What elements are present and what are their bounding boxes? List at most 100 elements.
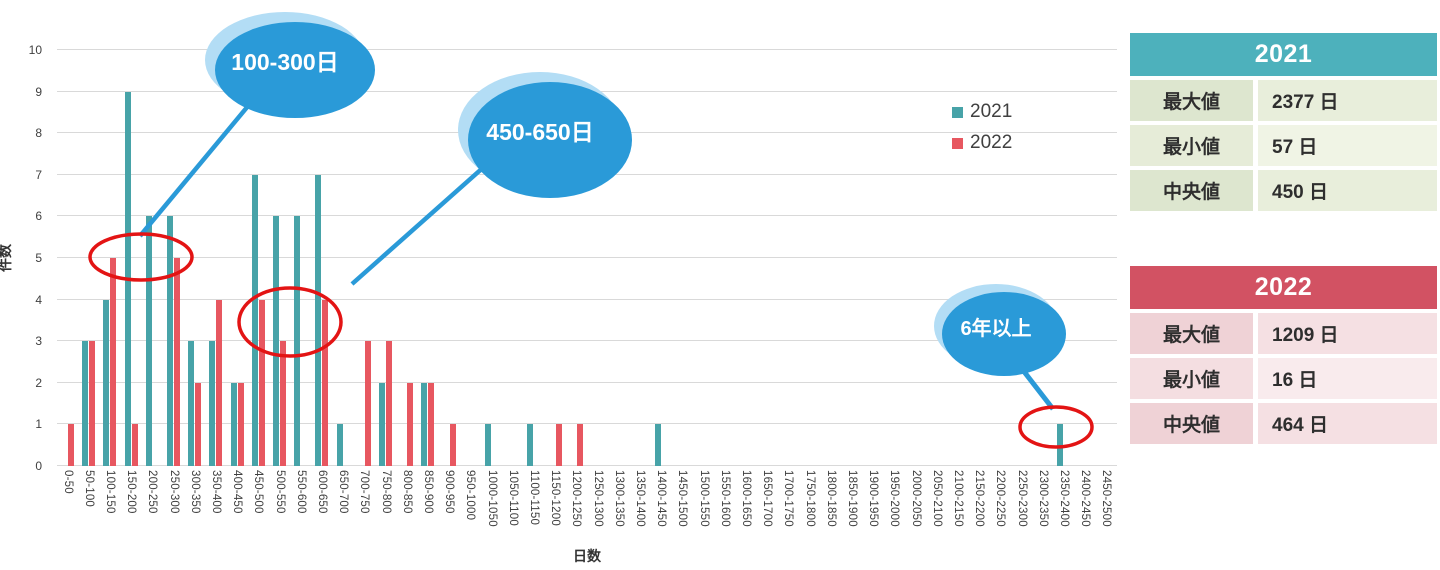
gridline-0	[57, 465, 1117, 466]
bar-2021-400-450	[230, 382, 237, 466]
bar-2021-2350-2400	[1057, 424, 1064, 466]
bar-group-1750-1800	[799, 50, 820, 466]
x-tick-label-2150-2200: 2150-2200	[973, 470, 986, 527]
x-tick-label-50-100: 50-100	[82, 470, 95, 508]
callout-bubble-6years: 6年以上	[934, 284, 1066, 376]
bar-group-50-100	[78, 50, 99, 466]
bar-2022-850-900	[428, 382, 435, 466]
bar-group-2350-2400	[1053, 50, 1074, 466]
x-tick-label-150-200: 150-200	[125, 470, 138, 514]
stat-value-min: 57 日	[1258, 125, 1437, 166]
x-tick-label-1350-1400: 1350-1400	[634, 470, 646, 527]
x-tick-label-550-600: 550-600	[294, 470, 307, 514]
x-tick-label-1300-1350: 1300-1350	[612, 470, 625, 527]
bar-2021-450-500	[251, 174, 258, 466]
table-row: 中央値 464 日	[1130, 403, 1437, 444]
bar-2022-0-50	[68, 424, 75, 466]
y-tick-label-8: 8	[35, 126, 42, 141]
stat-label-max: 最大値	[1130, 80, 1253, 121]
x-tick-label-2400-2450: 2400-2450	[1079, 470, 1092, 527]
bar-group-250-300	[163, 50, 184, 466]
table-row: 最小値 16 日	[1130, 358, 1437, 399]
legend-label-2021: 2021	[970, 101, 1013, 122]
x-tick-label-1650-1700: 1650-1700	[761, 470, 774, 527]
bar-2022-300-350	[195, 382, 202, 466]
callout-text-6years: 6年以上	[960, 317, 1032, 340]
stat-label-min: 最小値	[1130, 125, 1253, 166]
stat-table-2022: 2022 最大値 1209 日 最小値 16 日 中央値 464 日	[1130, 266, 1437, 448]
bar-group-1200-1250	[566, 50, 587, 466]
bar-group-1600-1650	[735, 50, 756, 466]
table-row: 最小値 57 日	[1130, 125, 1437, 166]
y-tick-label-2: 2	[35, 375, 42, 390]
bar-group-1700-1750	[778, 50, 799, 466]
bar-2021-500-550	[273, 216, 280, 466]
x-tick-label-2350-2400: 2350-2400	[1058, 470, 1070, 527]
x-tick-label-1700-1750: 1700-1750	[782, 470, 795, 527]
callout-bubble-100-300: 100-300日	[205, 12, 375, 118]
x-tick-label-2450-2500: 2450-2500	[1100, 470, 1113, 527]
x-tick-label-1550-1600: 1550-1600	[718, 470, 731, 527]
bar-2022-750-800	[386, 341, 393, 466]
x-tick-label-2000-2050: 2000-2050	[909, 470, 922, 527]
bar-2022-450-500	[258, 299, 265, 466]
bar-2021-750-800	[379, 382, 386, 466]
bar-group-1500-1550	[693, 50, 714, 466]
bar-2021-550-600	[294, 216, 301, 466]
bar-2022-100-150	[110, 258, 117, 466]
x-tick-label-1150-1200: 1150-1200	[549, 470, 562, 526]
x-tick-label-350-400: 350-400	[210, 470, 222, 514]
x-tick-label-850-900: 850-900	[422, 470, 434, 514]
stat-value-median: 464 日	[1258, 403, 1437, 444]
callout-text-450-650: 450-650日	[486, 119, 594, 145]
bar-2022-350-400	[216, 299, 223, 466]
x-tick-label-2200-2250: 2200-2250	[994, 470, 1007, 527]
bar-2022-150-200	[131, 424, 138, 466]
x-tick-label-500-550: 500-550	[273, 470, 286, 514]
legend-swatch-2021	[952, 106, 963, 118]
gridline-6	[57, 215, 1117, 217]
callout-text-100-300: 100-300日	[231, 49, 339, 75]
stat-label-median: 中央値	[1130, 403, 1253, 444]
bar-group-750-800	[375, 50, 396, 466]
gridline-4	[57, 298, 1117, 300]
bar-group-150-200	[121, 50, 142, 466]
bar-group-700-750	[354, 50, 375, 466]
gridline-2	[57, 381, 1117, 383]
x-tick-label-1100-1150: 1100-1150	[528, 470, 540, 526]
bar-2022-1200-1250	[576, 424, 583, 466]
bar-2021-50-100	[82, 341, 89, 466]
y-tick-label-0: 0	[35, 459, 42, 473]
x-tick-label-1800-1850: 1800-1850	[824, 470, 837, 527]
bar-2021-1000-1050	[485, 424, 492, 466]
stat-table-2021: 2021 最大値 2377 日 最小値 57 日 中央値 450 日	[1130, 33, 1437, 215]
bar-group-100-150	[99, 50, 120, 466]
callout-bubble-inner	[468, 82, 632, 198]
callout-bubble-inner	[942, 292, 1066, 376]
bar-group-1550-1600	[714, 50, 735, 466]
legend-swatch-2022	[952, 137, 963, 149]
stat-value-max: 1209 日	[1258, 313, 1437, 354]
bar-group-2400-2450	[1075, 50, 1096, 466]
x-tick-label-450-500: 450-500	[252, 470, 265, 514]
bar-group-2450-2500	[1096, 50, 1117, 466]
bar-group-1850-1900	[841, 50, 862, 466]
stat-label-min: 最小値	[1130, 358, 1253, 399]
legend-label-2022: 2022	[970, 132, 1013, 153]
x-tick-label-1950-2000: 1950-2000	[888, 470, 901, 527]
x-tick-label-1750-1800: 1750-1800	[803, 470, 816, 527]
table-row: 最大値 1209 日	[1130, 313, 1437, 354]
bar-2022-500-550	[280, 341, 287, 466]
x-tick-label-900-950: 900-950	[443, 470, 456, 514]
legend: 2021 2022	[952, 101, 1012, 154]
stat-label-median: 中央値	[1130, 170, 1253, 211]
x-tick-label-650-700: 650-700	[337, 470, 350, 514]
bar-2022-900-950	[449, 424, 456, 466]
x-tick-label-1500-1550: 1500-1550	[697, 470, 710, 527]
x-tick-label-1250-1300: 1250-1300	[591, 470, 604, 527]
bar-2021-350-400	[209, 341, 216, 466]
y-tick-label-6: 6	[35, 209, 42, 224]
gridline-3	[57, 340, 1117, 342]
x-tick-label-1900-1950: 1900-1950	[867, 470, 880, 527]
